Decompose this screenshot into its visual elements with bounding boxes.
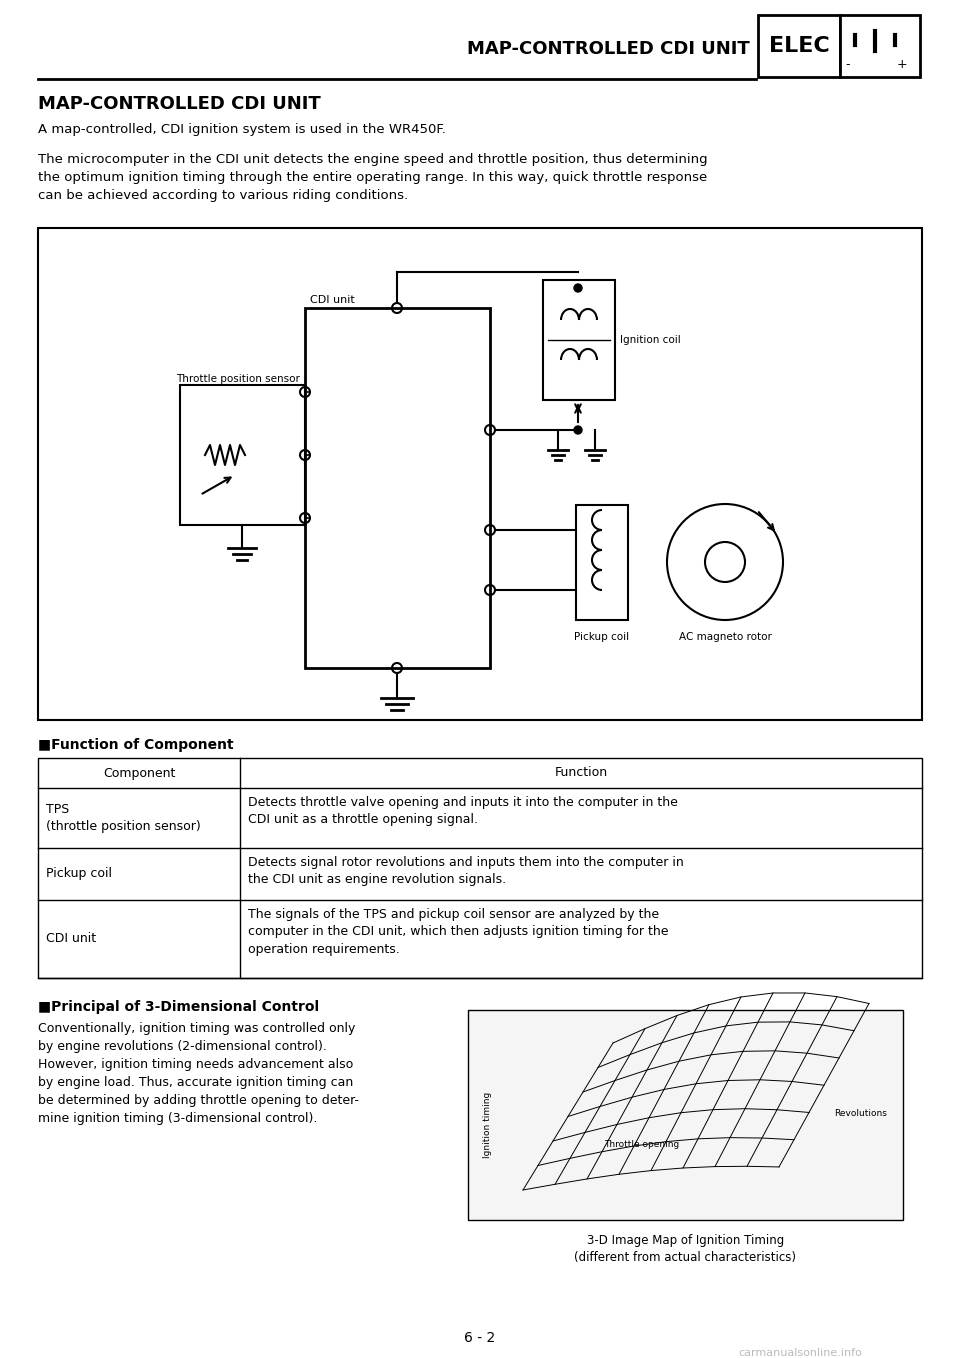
Text: Throttle position sensor: Throttle position sensor	[176, 373, 300, 384]
Bar	[543, 280, 615, 401]
Text: ■Principal of 3-Dimensional Control: ■Principal of 3-Dimensional Control	[38, 999, 319, 1014]
Text: MAP-CONTROLLED CDI UNIT: MAP-CONTROLLED CDI UNIT	[468, 39, 750, 58]
Text: Conventionally, ignition timing was controlled only
by engine revolutions (2-dim: Conventionally, ignition timing was cont…	[38, 1023, 359, 1124]
Text: Ignition timing: Ignition timing	[484, 1092, 492, 1158]
Text: ELEC: ELEC	[769, 37, 829, 56]
Bar	[305, 308, 490, 668]
Text: Throttle opening: Throttle opening	[605, 1139, 680, 1149]
Text: A map-controlled, CDI ignition system is used in the WR450F.: A map-controlled, CDI ignition system is…	[38, 124, 445, 136]
Text: CDI unit: CDI unit	[310, 295, 355, 306]
Text: 6 - 2: 6 - 2	[465, 1331, 495, 1344]
Text: Detects throttle valve opening and inputs it into the computer in the
CDI unit a: Detects throttle valve opening and input…	[248, 796, 678, 827]
Text: AC magneto rotor: AC magneto rotor	[679, 631, 772, 642]
Text: -: -	[846, 58, 851, 72]
Text: Pickup coil: Pickup coil	[574, 631, 630, 642]
Text: Component: Component	[103, 766, 175, 779]
Bar	[840, 15, 920, 77]
Text: Ignition coil: Ignition coil	[620, 335, 681, 345]
Text: Function: Function	[555, 766, 608, 779]
Bar	[38, 228, 922, 720]
Text: Revolutions: Revolutions	[834, 1108, 887, 1118]
Text: The signals of the TPS and pickup coil sensor are analyzed by the
computer in th: The signals of the TPS and pickup coil s…	[248, 909, 668, 956]
Text: carmanualsonline.info: carmanualsonline.info	[738, 1348, 862, 1358]
Text: +: +	[897, 58, 907, 72]
Text: 3-D Image Map of Ignition Timing
(different from actual characteristics): 3-D Image Map of Ignition Timing (differ…	[574, 1234, 797, 1264]
Text: Pickup coil: Pickup coil	[46, 868, 112, 880]
Bar	[758, 15, 840, 77]
Bar	[576, 505, 628, 621]
Bar	[468, 1010, 903, 1219]
Circle shape	[574, 426, 582, 435]
Text: TPS
(throttle position sensor): TPS (throttle position sensor)	[46, 803, 201, 832]
Bar	[38, 758, 922, 978]
Text: MAP-CONTROLLED CDI UNIT: MAP-CONTROLLED CDI UNIT	[38, 95, 321, 113]
Text: ■Function of Component: ■Function of Component	[38, 737, 233, 752]
Text: The microcomputer in the CDI unit detects the engine speed and throttle position: The microcomputer in the CDI unit detect…	[38, 153, 708, 202]
Bar	[180, 386, 305, 526]
Circle shape	[574, 284, 582, 292]
Text: Detects signal rotor revolutions and inputs them into the computer in
the CDI un: Detects signal rotor revolutions and inp…	[248, 856, 684, 887]
Text: CDI unit: CDI unit	[46, 933, 96, 945]
